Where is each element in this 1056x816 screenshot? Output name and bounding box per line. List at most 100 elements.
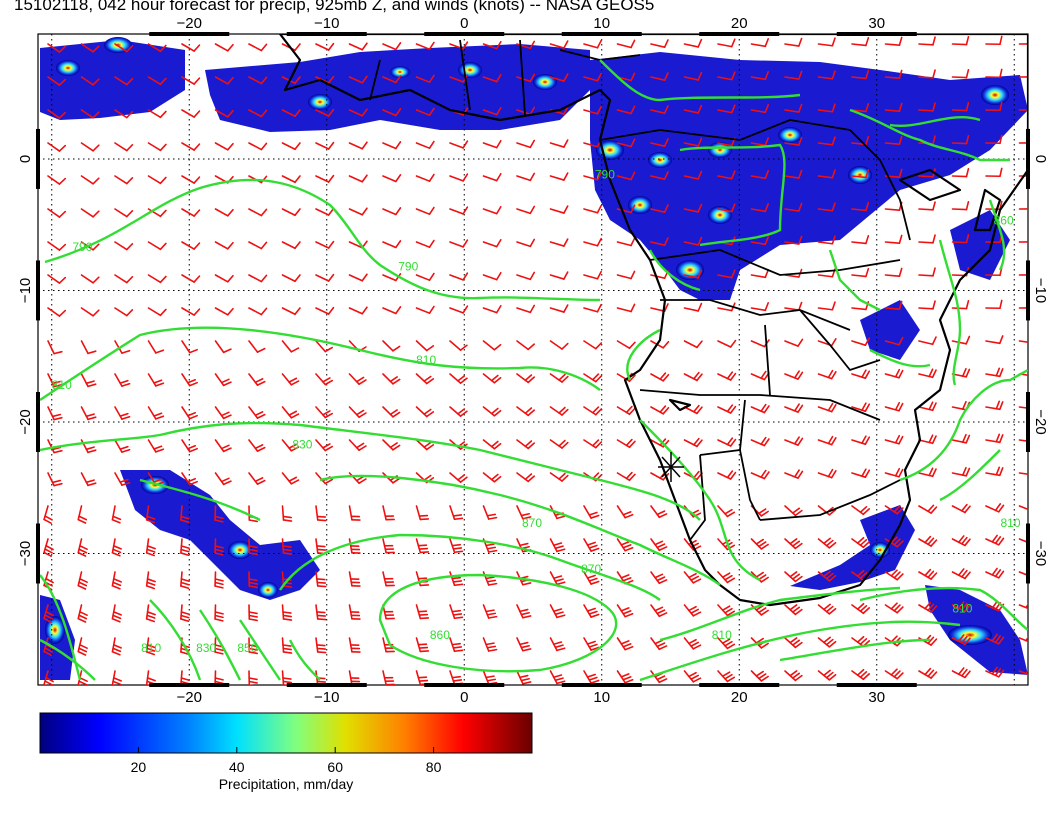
- wind-barb: [248, 208, 268, 217]
- wind-barb: [583, 637, 600, 651]
- wind-barb: [918, 535, 938, 547]
- wind-barb: [717, 604, 736, 617]
- wind-barb: [951, 601, 971, 613]
- wind-barb: [951, 167, 970, 178]
- wind-barb: [784, 571, 803, 583]
- wind-barb: [918, 504, 938, 514]
- wind-barb: [683, 302, 703, 312]
- wind-barb: [549, 340, 569, 350]
- wind-barb: [583, 204, 602, 214]
- wind-barb: [114, 472, 131, 486]
- contour-label: 810: [416, 353, 436, 367]
- wind-barb: [750, 38, 770, 48]
- wind-barb: [784, 103, 803, 113]
- colorbar-label: Precipitation, mm/day: [219, 776, 354, 792]
- wind-barb: [47, 307, 67, 317]
- wind-barb: [77, 571, 88, 590]
- wind-barb: [281, 307, 301, 316]
- wind-barb: [583, 237, 602, 247]
- wind-barb: [951, 466, 971, 477]
- wind-barb: [248, 637, 258, 655]
- wind-barb: [482, 172, 502, 182]
- wind-barb: [650, 303, 669, 312]
- wind-barb: [985, 534, 1005, 546]
- wind-barb: [616, 604, 634, 618]
- x-tick-label-bottom: 0: [460, 689, 468, 706]
- wind-barb: [516, 106, 536, 116]
- wind-barb: [1018, 472, 1028, 475]
- wind-barb: [114, 43, 134, 53]
- wind-barb: [382, 340, 401, 352]
- wind-barb: [80, 340, 97, 355]
- wind-barb: [717, 470, 737, 480]
- wind-barb: [214, 76, 234, 85]
- wind-barb: [616, 670, 634, 684]
- wind-barb: [1018, 208, 1028, 210]
- wind-barb: [415, 239, 435, 248]
- wind-barb: [114, 109, 134, 119]
- wind-barb: [884, 467, 904, 478]
- wind-barb: [616, 237, 636, 247]
- wind-barb: [784, 235, 803, 245]
- y-tick-label-right: −10: [1032, 278, 1049, 303]
- wind-barb: [382, 108, 402, 117]
- wind-barb: [114, 373, 131, 387]
- wind-barb: [616, 505, 634, 519]
- wind-barb: [382, 406, 401, 418]
- wind-barb: [147, 406, 165, 420]
- wind-barb: [817, 70, 836, 80]
- wind-barb: [1018, 669, 1028, 676]
- x-tick-label-top: 30: [868, 15, 885, 32]
- wind-barb: [784, 70, 803, 80]
- wind-barb: [650, 538, 668, 552]
- wind-barb: [616, 39, 636, 49]
- y-tick-label-left: 0: [17, 155, 34, 163]
- wind-barb: [717, 404, 737, 414]
- wind-barb: [817, 103, 836, 113]
- wind-barb: [80, 439, 97, 454]
- wind-barb: [784, 637, 803, 649]
- wind-barb: [181, 406, 198, 420]
- wind-barb: [315, 406, 334, 419]
- wind-barb: [985, 367, 1004, 378]
- wind-barb: [817, 435, 837, 446]
- wind-barb: [851, 268, 870, 278]
- wind-barb: [918, 102, 936, 112]
- wind-barb: [683, 604, 702, 617]
- wind-barb: [147, 43, 167, 53]
- wind-barb: [315, 505, 327, 522]
- wind-barb: [415, 173, 435, 182]
- colorbar-tick-label: 80: [426, 759, 442, 775]
- wind-barb: [47, 472, 63, 487]
- x-tick-label-bottom: 20: [731, 689, 748, 706]
- wind-barb: [382, 42, 402, 51]
- colorbar-tick-label: 60: [327, 759, 343, 775]
- wind-barb: [181, 472, 198, 486]
- wind-barb: [817, 301, 836, 311]
- wind-barb: [147, 241, 167, 251]
- wind-barb: [616, 105, 636, 115]
- wind-barb: [549, 172, 569, 181]
- wind-barb: [482, 637, 498, 652]
- wind-barb: [214, 439, 232, 453]
- wind-barb: [817, 169, 836, 179]
- wind-barb: [616, 538, 634, 552]
- wind-barb: [884, 401, 904, 412]
- wind-barb: [884, 69, 903, 79]
- wind-barb: [784, 505, 803, 517]
- wind-barb: [348, 373, 367, 385]
- wind-barb: [683, 437, 703, 448]
- wind-barb: [449, 604, 464, 620]
- wind-barb: [717, 170, 736, 180]
- colorbar-gradient: [39, 712, 533, 754]
- wind-barb: [147, 373, 165, 387]
- wind-barb: [248, 142, 268, 151]
- wind-barb: [1018, 43, 1028, 45]
- wind-barb: [817, 669, 837, 681]
- wind-barb: [415, 74, 435, 83]
- wind-barb: [181, 439, 198, 453]
- wind-barb: [449, 505, 464, 521]
- wind-barb: [281, 406, 300, 419]
- wind-barb: [516, 670, 532, 685]
- wind-barb: [348, 174, 368, 183]
